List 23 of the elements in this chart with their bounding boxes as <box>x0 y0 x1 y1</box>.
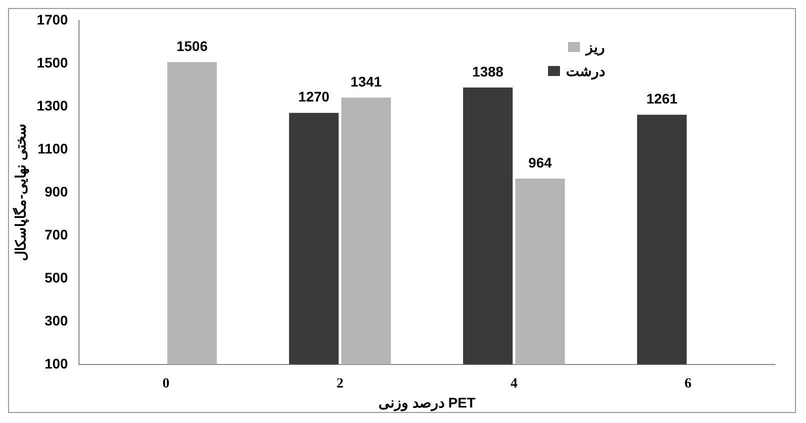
data-label: 1270 <box>298 88 330 105</box>
data-label: 1261 <box>646 90 678 107</box>
y-tick-label: 1300 <box>36 97 68 114</box>
y-tick-label: 500 <box>44 269 68 286</box>
data-label: 1506 <box>176 38 208 54</box>
y-tick-label: 300 <box>44 312 68 328</box>
y-tick-label: 100 <box>44 355 68 372</box>
y-tick-label: 700 <box>44 226 68 242</box>
x-tick-label: 4 <box>510 376 518 392</box>
data-label: 964 <box>528 154 552 170</box>
x-axis-title: درصد وزنی PET <box>378 394 476 412</box>
data-label: 1388 <box>472 63 504 80</box>
x-tick-label: 6 <box>684 376 692 392</box>
y-tick-label: 1100 <box>38 140 68 156</box>
y-tick-label: 1700 <box>36 11 68 28</box>
y-tick-label: 1500 <box>36 54 68 70</box>
y-axis-title: سختی نهایی-مگاپاسکال <box>12 124 30 262</box>
y-tick-label: 900 <box>44 183 68 200</box>
data-label: 1341 <box>350 73 382 90</box>
legend-label: درشت <box>566 63 605 79</box>
legend-label: ریز <box>586 39 605 55</box>
x-tick-label: 2 <box>336 376 344 392</box>
x-tick-label: 0 <box>162 376 170 392</box>
